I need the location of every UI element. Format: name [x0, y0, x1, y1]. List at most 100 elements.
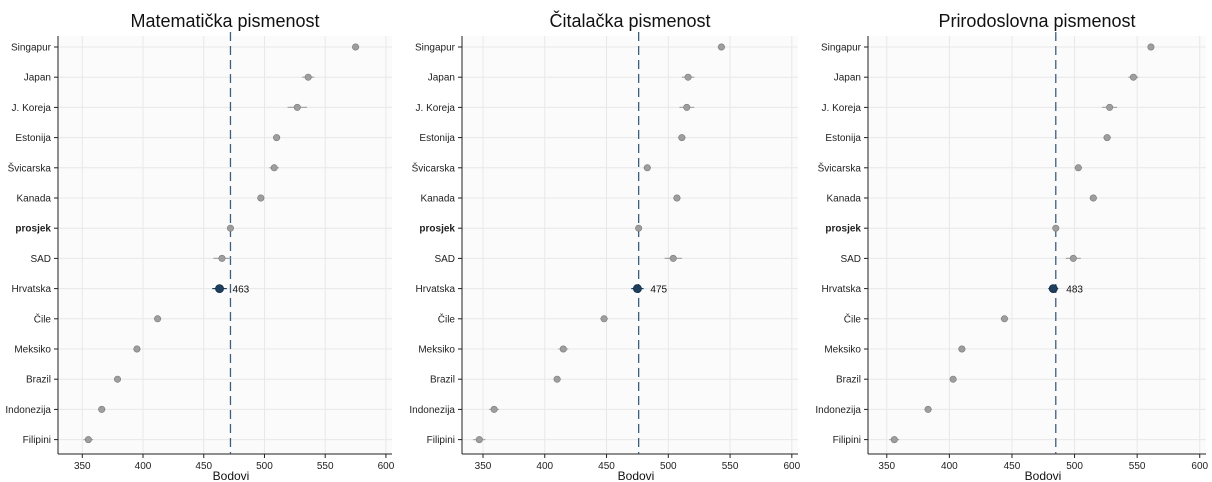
- y-category-label: Švicarska: [412, 161, 456, 174]
- x-tick-label: 350: [878, 461, 895, 472]
- chart-title: Prirodoslovna pismenost: [938, 11, 1135, 31]
- x-tick-label: 400: [135, 461, 152, 472]
- x-tick-label: 600: [783, 461, 800, 472]
- plot-area: [868, 36, 1206, 454]
- data-point: [890, 436, 898, 444]
- y-category-label: Singapur: [415, 43, 456, 54]
- y-category-label: SAD: [840, 254, 861, 265]
- y-category-label: SAD: [30, 254, 51, 265]
- y-category-label: Brazil: [430, 375, 455, 386]
- y-category-label: Meksiko: [14, 345, 51, 356]
- plot-area: [58, 36, 392, 454]
- data-point: [678, 134, 686, 142]
- data-point: [352, 43, 360, 51]
- highlight-value-label: 463: [233, 285, 250, 296]
- y-category-label: Singapur: [821, 43, 862, 54]
- y-category-label: Indonezija: [409, 405, 455, 416]
- x-tick-label: 400: [941, 461, 958, 472]
- data-point: [1074, 164, 1082, 172]
- data-point: [490, 405, 498, 413]
- highlight-point: [215, 284, 224, 294]
- y-category-label: SAD: [434, 254, 455, 265]
- y-category-label: Hrvatska: [822, 284, 862, 295]
- data-point: [1000, 315, 1008, 323]
- y-category-label: prosjek: [15, 224, 51, 235]
- y-category-label: Singapur: [11, 43, 52, 54]
- y-category-label: Hrvatska: [12, 284, 52, 295]
- y-category-label: Kanada: [827, 194, 862, 205]
- y-category-label: prosjek: [419, 224, 455, 235]
- y-category-label: Brazil: [836, 375, 861, 386]
- x-tick-label: 500: [1066, 461, 1083, 472]
- data-point: [133, 345, 141, 353]
- y-category-label: Čile: [438, 312, 456, 325]
- data-point: [114, 375, 122, 383]
- y-category-label: Meksiko: [824, 345, 861, 356]
- data-point: [304, 73, 312, 81]
- y-category-label: Filipini: [427, 435, 455, 446]
- data-point: [1147, 43, 1155, 51]
- data-point: [270, 164, 278, 172]
- data-point: [257, 194, 265, 202]
- data-point: [559, 345, 567, 353]
- x-tick-label: 600: [378, 461, 395, 472]
- plot-area: [462, 36, 798, 454]
- y-category-label: Estonija: [419, 133, 455, 144]
- data-point: [154, 315, 162, 323]
- data-point: [1129, 73, 1137, 81]
- data-point: [924, 405, 932, 413]
- data-point: [84, 436, 92, 444]
- x-tick-label: 400: [536, 461, 553, 472]
- panel-math: Matematička pismenost 350 400 450 500 550 600 B…: [5, 11, 394, 482]
- data-point: [683, 103, 691, 111]
- y-category-label: Kanada: [421, 194, 456, 205]
- x-tick-label: 450: [195, 461, 212, 472]
- y-category-label: Čile: [34, 312, 52, 325]
- data-point: [218, 254, 226, 262]
- data-point: [643, 164, 651, 172]
- x-axis-title: Bodovi: [213, 469, 250, 482]
- x-tick-label: 550: [317, 461, 334, 472]
- data-point: [958, 345, 966, 353]
- x-tick-label: 600: [1191, 461, 1208, 472]
- data-point: [673, 194, 681, 202]
- y-category-label: Estonija: [15, 133, 51, 144]
- y-category-label: J. Koreja: [12, 103, 52, 114]
- data-point: [1069, 254, 1077, 262]
- data-point: [949, 375, 957, 383]
- y-category-label: Filipini: [23, 435, 51, 446]
- data-point: [600, 315, 608, 323]
- y-category-label: Čile: [844, 312, 862, 325]
- highlight-value-label: 483: [1066, 285, 1083, 296]
- data-point: [635, 224, 643, 232]
- x-tick-label: 450: [1004, 461, 1021, 472]
- y-category-label: Švicarska: [8, 161, 52, 174]
- y-category-label: Filipini: [833, 435, 861, 446]
- x-tick-label: 350: [475, 461, 492, 472]
- panel-science: Prirodoslovna pismenost 350 400 450 500 550 60…: [815, 11, 1208, 482]
- y-category-label: Indonezija: [5, 405, 51, 416]
- y-category-label: Japan: [24, 73, 51, 84]
- data-point: [717, 43, 725, 51]
- x-tick-label: 500: [256, 461, 273, 472]
- y-category-label: J. Koreja: [822, 103, 862, 114]
- data-point: [1052, 224, 1060, 232]
- y-category-label: J. Koreja: [416, 103, 456, 114]
- panel-reading: Čitalačka pismenost 350 400 450 500 550 600 Bod…: [409, 10, 800, 482]
- data-point: [1106, 103, 1114, 111]
- data-point: [669, 254, 677, 262]
- data-point: [684, 73, 692, 81]
- y-category-label: Švicarska: [818, 161, 862, 174]
- y-category-label: Japan: [834, 73, 861, 84]
- x-tick-label: 350: [74, 461, 91, 472]
- data-point: [293, 103, 301, 111]
- data-point: [553, 375, 561, 383]
- y-category-label: Kanada: [17, 194, 52, 205]
- data-point: [1103, 134, 1111, 142]
- x-tick-label: 550: [1129, 461, 1146, 472]
- highlight-point: [1048, 284, 1058, 294]
- data-point: [1089, 194, 1097, 202]
- x-tick-label: 500: [660, 461, 677, 472]
- y-category-label: Indonezija: [815, 405, 861, 416]
